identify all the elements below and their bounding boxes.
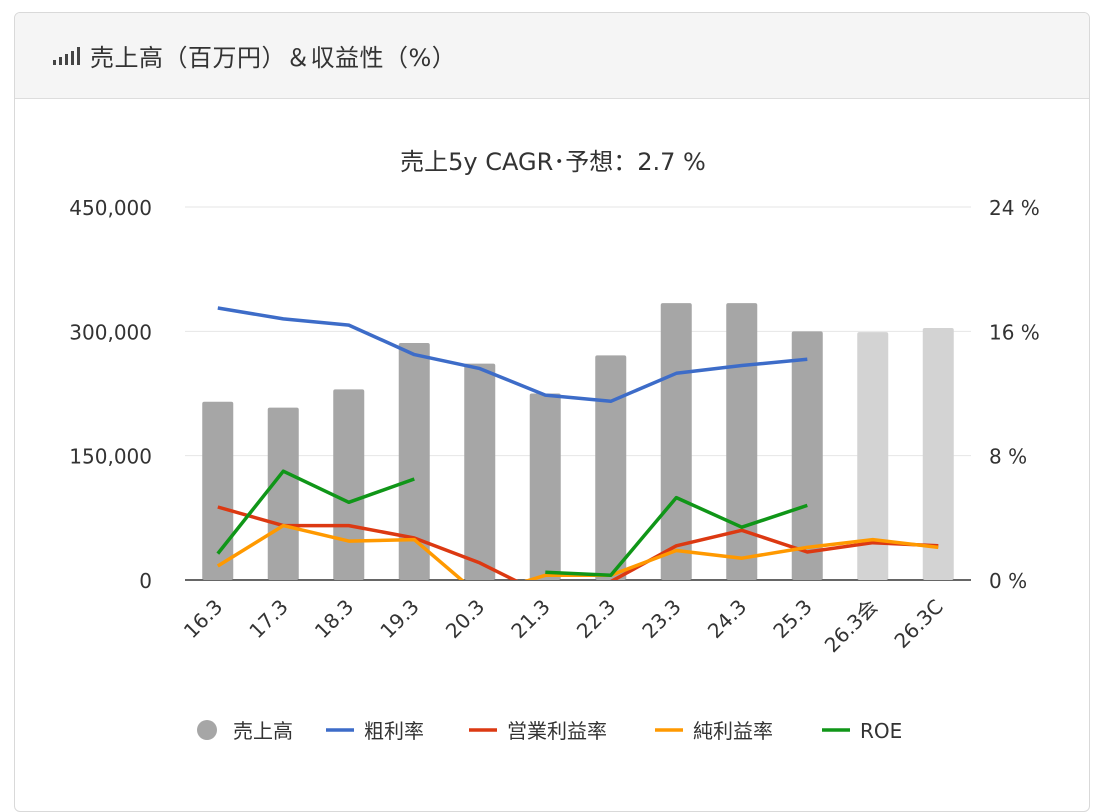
line-series — [216, 306, 939, 580]
legend-label: 純利益率 — [693, 719, 773, 743]
y-left-tick-label: 300,000 — [69, 320, 152, 344]
legend-marker — [197, 720, 217, 740]
combo-chart: 売上5y CAGR･予想：2.7 % 0 150,000 300,000 450,00… — [69, 148, 1040, 743]
bar-sales — [202, 401, 234, 580]
chart-card: 売上高（百万円）＆収益性（%） 売上5y CAGR･予想：2.7 % 0 150,… — [14, 12, 1090, 812]
legend-label: 営業利益率 — [507, 719, 607, 743]
card-title: 売上高（百万円）＆収益性（%） — [90, 44, 457, 72]
y-left-tick-label: 0 — [139, 569, 152, 593]
x-tick-label: 17.3 — [244, 595, 292, 643]
y-right-tick-label: 16 % — [989, 320, 1040, 344]
bar-sales — [922, 328, 954, 580]
y-right-tick-label: 8 % — [989, 445, 1027, 469]
x-tick-label: 22.3 — [572, 595, 620, 643]
x-tick-label: 26.3会 — [820, 595, 883, 658]
legend: 売上高 粗利率 営業利益率 純利益率 ROE — [197, 719, 902, 743]
x-tick-label: 25.3 — [768, 595, 816, 643]
line-営業利益率 — [217, 505, 939, 580]
bar-sales — [726, 303, 758, 580]
line-ROE — [545, 495, 808, 578]
line-粗利率 — [217, 306, 808, 404]
bar-sales — [791, 331, 823, 580]
bar-series — [202, 303, 954, 580]
bar-sales — [595, 355, 627, 580]
signal-bars-icon — [53, 46, 80, 65]
x-tick-label: 18.3 — [310, 595, 358, 643]
y-right-tick-label: 24 % — [989, 196, 1040, 220]
bar-sales — [398, 342, 430, 580]
x-tick-label: 16.3 — [179, 595, 227, 643]
y-left-tick-label: 150,000 — [69, 445, 152, 469]
card-header: 売上高（百万円）＆収益性（%） — [15, 13, 1089, 99]
bar-sales — [529, 393, 561, 580]
chart-title: 売上5y CAGR･予想：2.7 % — [400, 148, 706, 176]
x-tick-label: 26.3C — [889, 595, 947, 653]
bar-sales — [267, 407, 299, 580]
bar-sales — [857, 332, 889, 580]
legend-label: ROE — [860, 719, 902, 743]
x-tick-label: 24.3 — [703, 595, 751, 643]
grid-lines — [185, 206, 971, 581]
x-tick-label: 23.3 — [637, 595, 685, 643]
x-tick-label: 21.3 — [506, 595, 554, 643]
y-left-tick-label: 450,000 — [69, 196, 152, 220]
x-tick-label: 19.3 — [375, 595, 423, 643]
legend-label: 粗利率 — [364, 719, 424, 743]
bar-sales — [464, 363, 496, 580]
legend-label: 売上高 — [233, 719, 293, 743]
bar-sales — [333, 389, 365, 580]
y-right-tick-label: 0 % — [989, 569, 1027, 593]
line-ROE — [216, 469, 415, 555]
bar-sales — [660, 303, 692, 580]
line-純利益率 — [216, 523, 939, 580]
x-tick-label: 20.3 — [441, 595, 489, 643]
